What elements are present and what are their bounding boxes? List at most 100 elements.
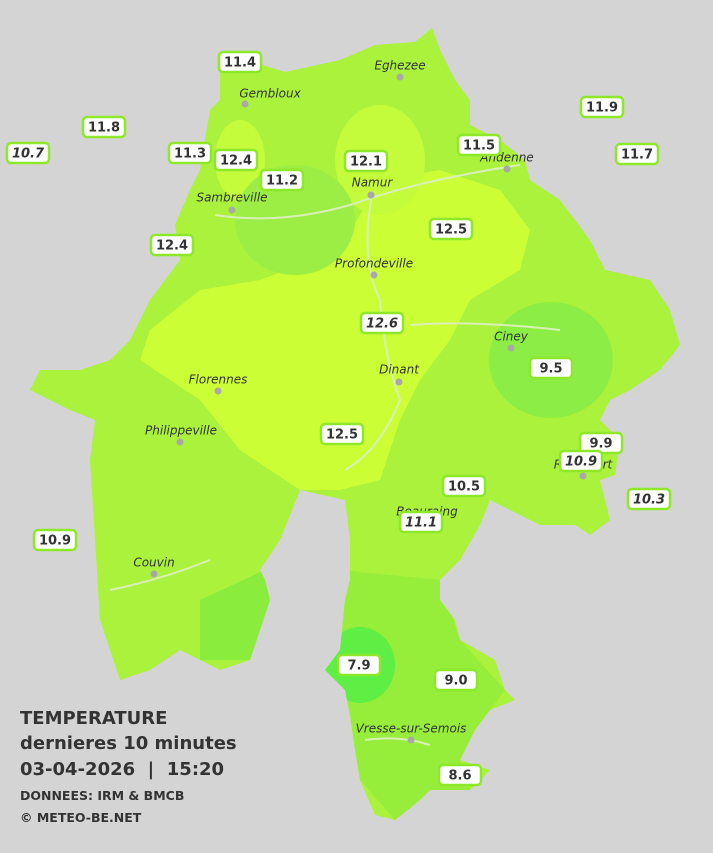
station: 8.6 [437,763,483,787]
station-value: 11.1 [405,516,437,531]
datetime: 03-04-2026 | 15:20 [20,759,224,780]
station-box [213,148,259,172]
station-value: 9.9 [589,437,612,452]
station-box [32,528,78,552]
city-dot [176,438,184,446]
city-dot [407,736,415,744]
station-value: 12.5 [326,428,358,443]
station-box [5,141,51,165]
station-box [528,356,574,380]
city-label: Philippeville [145,424,217,438]
station-box [626,487,672,511]
city-dot [228,206,236,214]
station-value: 10.9 [39,534,71,549]
station-box [259,168,305,192]
station-box [336,653,382,677]
station-value: 10.5 [448,480,480,495]
city-label: Profondeville [335,257,413,271]
station: 10.3 [626,487,672,511]
station: 9.5 [528,356,574,380]
station-value: 7.9 [347,659,370,674]
station-value: 12.5 [435,223,467,238]
station-value: 9.5 [539,362,562,377]
city-dot [507,344,515,352]
city-dot [367,191,375,199]
station: 11.3 [167,141,213,165]
station-value: 10.3 [633,493,665,508]
station-box [614,142,660,166]
station-box [558,449,604,473]
station: 10.9 [32,528,78,552]
station-value: 11.7 [621,148,653,163]
station-value: 11.9 [586,101,618,116]
city-label: Gembloux [239,87,301,101]
station-box [428,217,474,241]
city-dot [396,73,404,81]
station-value: 11.5 [463,139,495,154]
title-block: TEMPERATURE dernieres 10 minutes 03-04-2… [20,708,237,825]
title: TEMPERATURE [20,708,167,729]
stations: 11.4 11.8 10.7 11.3 12.4 11.2 12.1 11.5 11.9 11.7… [5,50,672,787]
station: 11.8 [81,115,127,139]
city-dot [370,271,378,279]
station: 11.7 [614,142,660,166]
station: 9.0 [433,668,479,692]
station-value: 11.3 [174,147,206,162]
station: 11.9 [579,95,625,119]
station-box [456,133,502,157]
city-label: Ciney [494,330,529,344]
city-dot [241,100,249,108]
copyright: © METEO-BE.NET [20,810,142,825]
station: 10.9 [558,449,604,473]
city-dot [503,165,511,173]
city-dot [395,378,403,386]
station: 10.5 [441,474,487,498]
station-value: 11.8 [88,121,120,136]
station: 7.9 [336,653,382,677]
station-value: 9.0 [444,674,467,689]
station-box [167,141,213,165]
station-value: 11.2 [266,174,298,189]
station-value: 12.6 [366,317,398,332]
city-label: Vresse-sur-Semois [356,722,467,736]
station: 12.1 [343,149,389,173]
city-dot [214,387,222,395]
station: 11.5 [456,133,502,157]
station-value: 12.4 [156,239,188,254]
station: 12.4 [149,233,195,257]
station-box [343,149,389,173]
station: 10.7 [5,141,51,165]
station: 12.5 [319,422,365,446]
city-label: Namur [352,176,394,190]
station: 12.4 [213,148,259,172]
station: 11.1 [398,510,444,534]
source: DONNEES: IRM & BMCB [20,788,184,803]
city-label: Sambreville [196,191,267,205]
station-box [319,422,365,446]
station-value: 10.9 [565,455,597,470]
city-label: Dinant [379,363,420,377]
station-box [579,95,625,119]
station-box [441,474,487,498]
station-value: 11.4 [224,56,256,71]
subtitle: dernieres 10 minutes [20,733,237,754]
station-box [398,510,444,534]
city-dot [150,570,158,578]
station: 9.9 [578,431,624,455]
station-box [217,50,263,74]
city-dot [579,472,587,480]
city-label: Eghezee [374,59,425,73]
station-box [437,763,483,787]
station: 12.6 [359,311,405,335]
station-box [359,311,405,335]
city-label: Couvin [133,556,174,570]
station-value: 8.6 [448,769,471,784]
station: 11.4 [217,50,263,74]
city-label: Florennes [189,373,248,387]
station-value: 10.7 [12,147,45,162]
station-box [81,115,127,139]
station-value: 12.1 [350,155,382,170]
station: 11.2 [259,168,305,192]
station-box [149,233,195,257]
